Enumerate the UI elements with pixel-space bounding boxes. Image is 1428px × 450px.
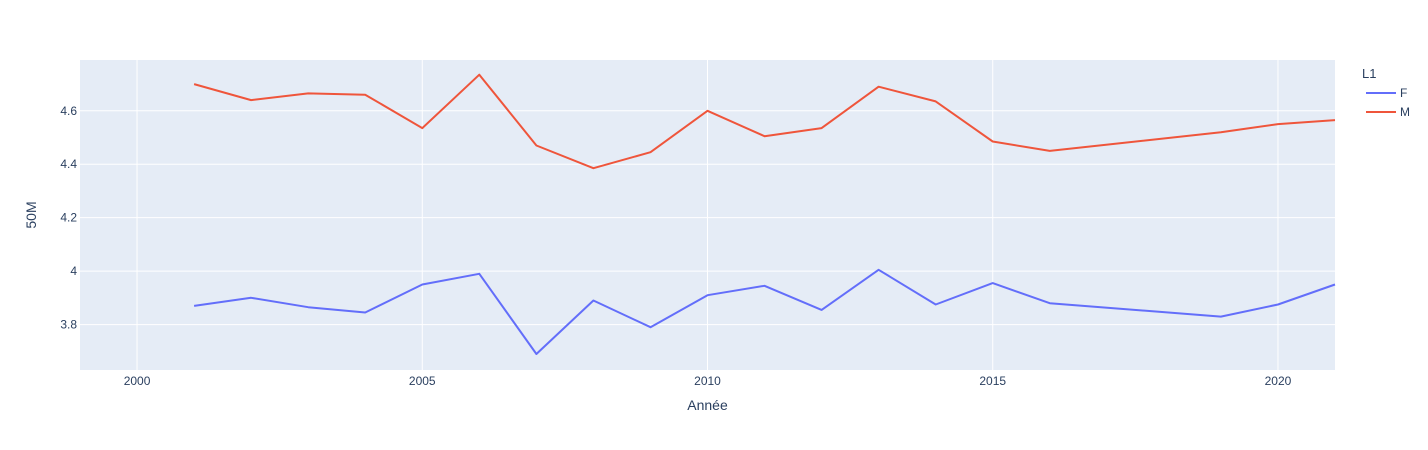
legend-title: L1: [1362, 66, 1376, 81]
y-tick-label: 4: [70, 264, 77, 278]
legend-label: F: [1400, 86, 1407, 100]
x-tick-label: 2015: [979, 374, 1006, 388]
x-tick-label: 2000: [124, 374, 151, 388]
legend-item-M[interactable]: M: [1366, 105, 1410, 119]
y-tick-label: 4.2: [60, 211, 77, 225]
y-tick-label: 4.6: [60, 104, 77, 118]
legend[interactable]: L1 FM: [1362, 66, 1410, 119]
x-tick-label: 2020: [1265, 374, 1292, 388]
y-tick-labels: 3.8 4 4.2 4.4 4.6: [60, 104, 77, 332]
y-tick-label: 3.8: [60, 318, 77, 332]
x-axis-title: Année: [687, 397, 728, 413]
legend-item-F[interactable]: F: [1366, 86, 1407, 100]
x-tick-labels: 2000 2005 2010 2015 2020: [124, 374, 1292, 388]
series-lines: [193, 73, 1336, 355]
series-line-F[interactable]: [193, 268, 1336, 355]
legend-label: M: [1400, 105, 1410, 119]
x-tick-label: 2005: [409, 374, 436, 388]
x-tick-label: 2010: [694, 374, 721, 388]
y-tick-label: 4.4: [60, 157, 77, 171]
series-line-M[interactable]: [193, 73, 1336, 170]
y-axis-title: 50M: [23, 201, 39, 228]
